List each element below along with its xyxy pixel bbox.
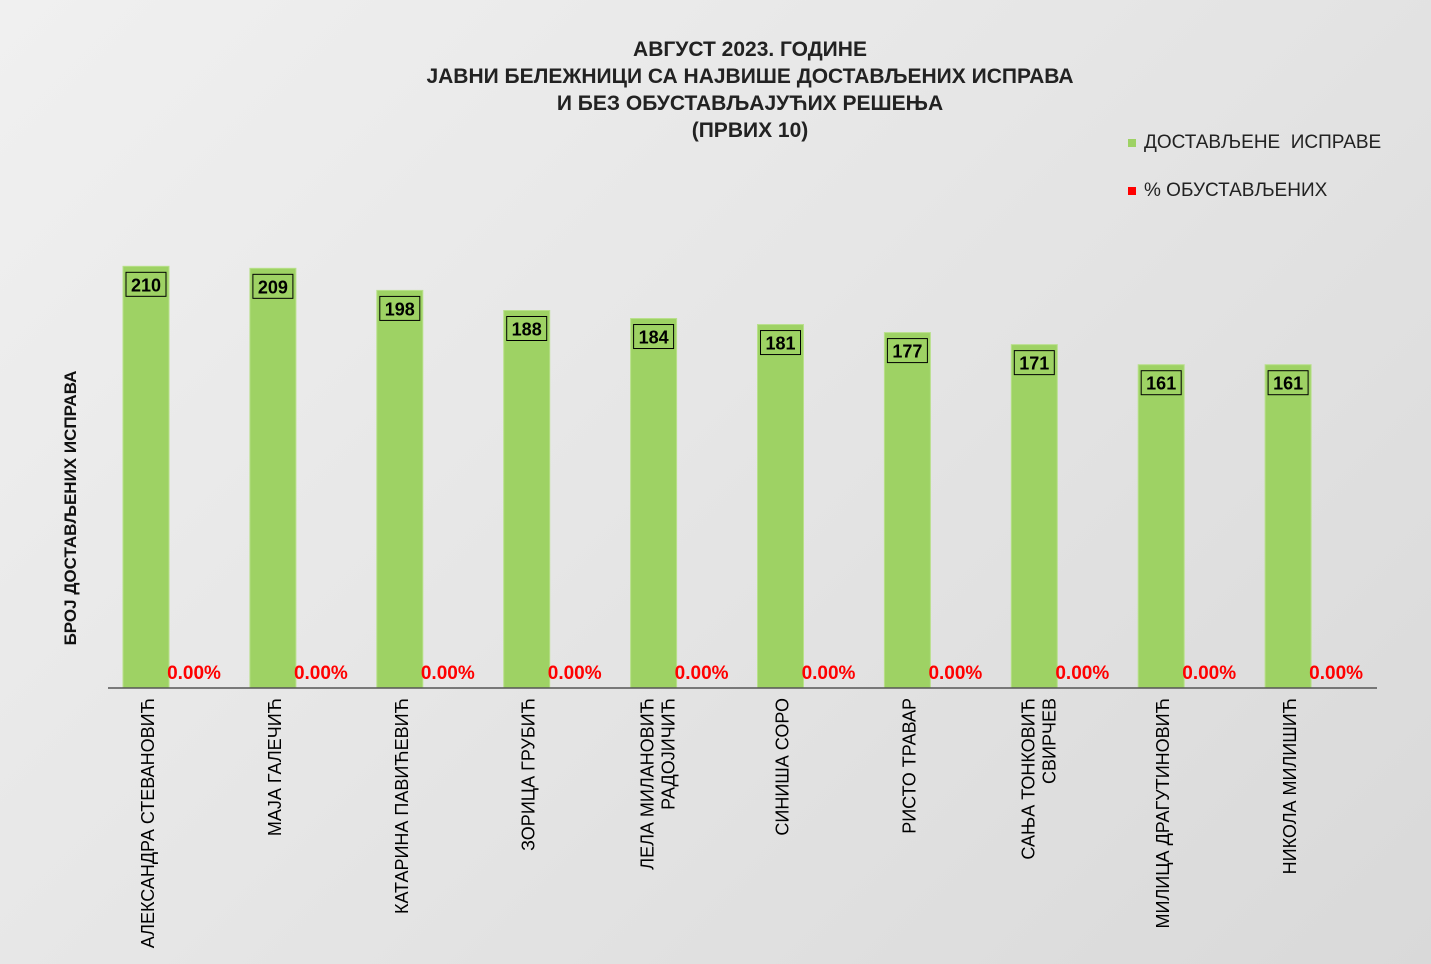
percent-value-label: 0.00% bbox=[421, 663, 475, 684]
chart-title-line: АВГУСТ 2023. ГОДИНЕ bbox=[633, 38, 867, 61]
x-tick-label: ЗОРИЦА ГРУБИЋ bbox=[519, 698, 539, 851]
bar-value-label-box bbox=[252, 273, 294, 299]
x-tick-label-line: НИКОЛА МИЛИШИЋ bbox=[1280, 698, 1300, 874]
x-tick-label: АЛЕКСАНДРА СТЕВАНОВИЋ bbox=[138, 698, 158, 948]
x-tick-label: МАЈА ГАЛЕЧИЋ bbox=[265, 698, 285, 836]
x-tick-label: КАТАРИНА ПАВИЋЕВИЋ bbox=[392, 698, 412, 914]
legend-item-suspended: % ОБУСТАВЉЕНИХ bbox=[1128, 178, 1381, 204]
chart-title-line: ЈАВНИ БЕЛЕЖНИЦИ СА НАЈВИШЕ ДОСТАВЉЕНИХ И… bbox=[426, 65, 1074, 88]
bar-value-label-box bbox=[633, 324, 675, 350]
legend-swatch-suspended bbox=[1128, 187, 1136, 195]
bar-delivered bbox=[503, 309, 551, 689]
x-tick-label-line: СВИРЧЕВ bbox=[1039, 698, 1059, 784]
bar-value-label: 184 bbox=[639, 328, 669, 348]
bar-value-label-box bbox=[1140, 370, 1182, 396]
bar-delivered bbox=[1264, 364, 1312, 689]
chart-title: АВГУСТ 2023. ГОДИНЕ ЈАВНИ БЕЛЕЖНИЦИ СА Н… bbox=[300, 36, 1200, 144]
x-tick-label-line: ЗОРИЦА ГРУБИЋ bbox=[519, 698, 539, 851]
x-tick-label: САЊА ТОНКОВИЋСВИРЧЕВ bbox=[1018, 698, 1059, 860]
chart-legend: ДОСТАВЉЕНЕ ИСПРАВЕ % ОБУСТАВЉЕНИХ bbox=[1128, 130, 1381, 226]
x-tick-label-line: АЛЕКСАНДРА СТЕВАНОВИЋ bbox=[138, 698, 158, 948]
bar-delivered bbox=[249, 267, 297, 689]
x-tick-label-line: РИСТО ТРАВАР bbox=[899, 698, 919, 834]
bar-value-label: 209 bbox=[258, 277, 288, 297]
percent-value-label: 0.00% bbox=[548, 663, 602, 684]
bar-value-label-box bbox=[886, 338, 928, 364]
x-tick-label: НИКОЛА МИЛИШИЋ bbox=[1280, 698, 1300, 874]
percent-value-label: 0.00% bbox=[1309, 663, 1363, 684]
percent-value-label: 0.00% bbox=[294, 663, 348, 684]
legend-item-delivered: ДОСТАВЉЕНЕ ИСПРАВЕ bbox=[1128, 130, 1381, 156]
x-tick-label-line: МИЛИЦА ДРАГУТИНОВИЋ bbox=[1153, 698, 1173, 928]
percent-value-label: 0.00% bbox=[675, 663, 729, 684]
x-tick-label-line: РАДОЈИЧИЋ bbox=[659, 698, 679, 810]
bar-value-label-box bbox=[1267, 370, 1309, 396]
legend-label-delivered: ДОСТАВЉЕНЕ ИСПРАВЕ bbox=[1144, 132, 1382, 153]
percent-value-label: 0.00% bbox=[928, 663, 982, 684]
bar-value-label: 161 bbox=[1146, 374, 1176, 394]
bar-delivered bbox=[376, 289, 424, 689]
bar-delivered bbox=[883, 332, 931, 689]
percent-value-label: 0.00% bbox=[802, 663, 856, 684]
x-tick-label-line: САЊА ТОНКОВИЋ bbox=[1018, 698, 1038, 860]
bar-value-label-box bbox=[1013, 350, 1055, 376]
legend-swatch-delivered bbox=[1128, 139, 1136, 147]
bar-delivered bbox=[122, 265, 170, 689]
bar-delivered bbox=[630, 318, 678, 689]
x-tick-label-line: ЛЕЛА МИЛАНОВИЋ bbox=[638, 698, 658, 870]
x-tick-label: СИНИША СОРО bbox=[773, 698, 793, 836]
bar-delivered bbox=[1137, 364, 1185, 689]
percent-value-label: 0.00% bbox=[1055, 663, 1109, 684]
bar-value-label: 210 bbox=[131, 275, 161, 295]
x-tick-label: ЛЕЛА МИЛАНОВИЋРАДОЈИЧИЋ bbox=[638, 698, 679, 870]
bar-value-label: 198 bbox=[385, 299, 415, 319]
bar-value-label-box bbox=[760, 330, 801, 356]
chart-title-line: И БЕЗ ОБУСТАВЉАЈУЋИХ РЕШЕЊА bbox=[556, 92, 944, 115]
bar-delivered bbox=[757, 324, 804, 689]
percent-value-label: 0.00% bbox=[1182, 663, 1236, 684]
x-tick-label: РИСТО ТРАВАР bbox=[899, 698, 919, 834]
percent-value-label: 0.00% bbox=[167, 663, 221, 684]
legend-label-suspended: % ОБУСТАВЉЕНИХ bbox=[1144, 180, 1328, 201]
x-tick-label-line: СИНИША СОРО bbox=[773, 698, 793, 836]
bar-value-label: 188 bbox=[512, 319, 542, 339]
bar-value-label: 177 bbox=[892, 342, 922, 362]
bar-value-label-box bbox=[379, 295, 421, 321]
bar-value-label: 161 bbox=[1273, 374, 1303, 394]
bar-delivered bbox=[1010, 344, 1058, 689]
x-tick-label-line: КАТАРИНА ПАВИЋЕВИЋ bbox=[392, 698, 412, 914]
chart-title-line: (ПРВИХ 10) bbox=[691, 119, 809, 142]
bar-value-label: 181 bbox=[765, 334, 795, 354]
bar-value-label: 171 bbox=[1019, 354, 1049, 374]
x-tick-label: МИЛИЦА ДРАГУТИНОВИЋ bbox=[1153, 698, 1173, 928]
bar-value-label-box bbox=[506, 315, 548, 341]
bar-value-label-box bbox=[125, 271, 167, 297]
x-tick-label-line: МАЈА ГАЛЕЧИЋ bbox=[265, 698, 285, 836]
